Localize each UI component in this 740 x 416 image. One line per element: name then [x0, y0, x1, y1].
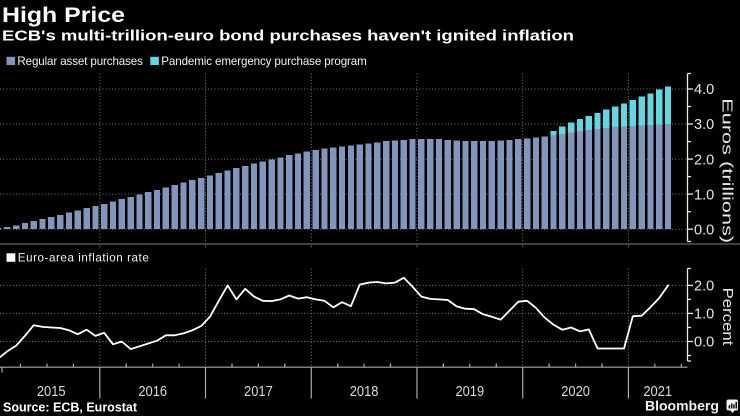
svg-text:Percent: Percent: [719, 288, 735, 346]
svg-text:2017: 2017: [244, 383, 273, 400]
svg-text:4.0: 4.0: [694, 82, 714, 98]
svg-text:0.0: 0.0: [694, 335, 714, 351]
svg-text:High Price: High Price: [2, 4, 125, 27]
svg-text:1.0: 1.0: [694, 307, 714, 323]
svg-text:3.0: 3.0: [694, 117, 714, 133]
svg-text:2021: 2021: [643, 383, 672, 400]
svg-text:Regular asset purchases: Regular asset purchases: [17, 55, 143, 68]
svg-text:Source: ECB, Eurostat: Source: ECB, Eurostat: [3, 401, 138, 415]
svg-text:1.0: 1.0: [694, 187, 714, 203]
svg-text:Euros (trillions): Euros (trillions): [719, 98, 736, 243]
svg-text:2.0: 2.0: [694, 279, 714, 295]
svg-text:Euro-area inflation rate: Euro-area inflation rate: [18, 252, 149, 265]
svg-text:0.0: 0.0: [694, 222, 714, 238]
svg-text:2018: 2018: [350, 383, 379, 400]
svg-text:ECB's multi-trillion-euro bond: ECB's multi-trillion-euro bond purchases…: [2, 28, 574, 44]
svg-text:2019: 2019: [455, 383, 484, 400]
svg-text:Pandemic emergency purchase pr: Pandemic emergency purchase program: [161, 55, 366, 68]
svg-text:2016: 2016: [138, 383, 167, 400]
svg-text:2015: 2015: [37, 383, 66, 400]
svg-text:Bloomberg: Bloomberg: [645, 398, 719, 414]
svg-text:2.0: 2.0: [694, 152, 714, 168]
svg-text:2020: 2020: [561, 383, 590, 400]
